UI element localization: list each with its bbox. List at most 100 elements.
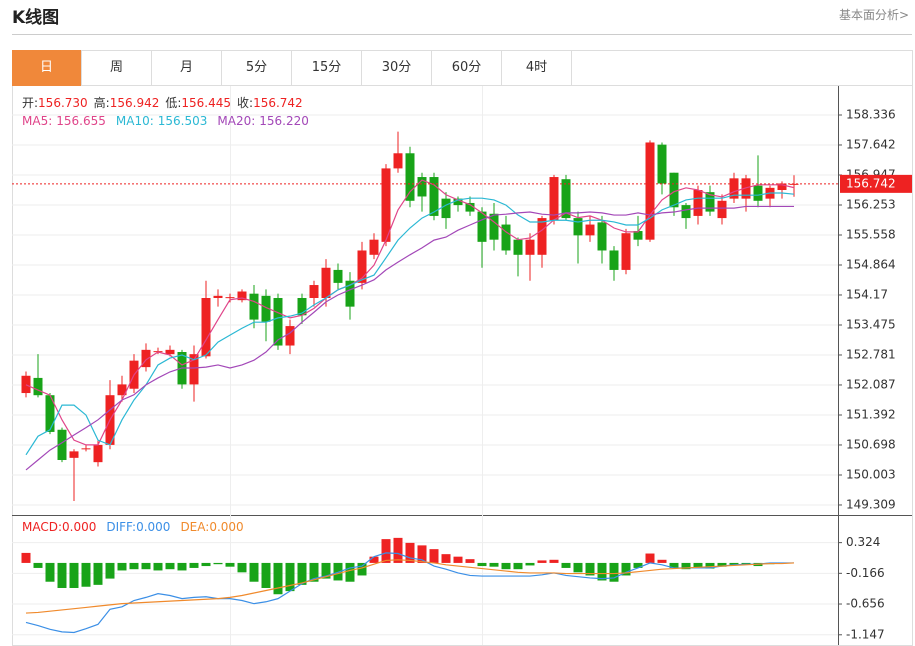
macd-bar xyxy=(705,562,715,569)
candle-body xyxy=(429,177,439,216)
y-tick-label: 0.324 xyxy=(846,535,880,549)
candle-body xyxy=(69,451,79,458)
macd-bar xyxy=(201,562,211,567)
macd-bar xyxy=(153,562,163,571)
macd-bar xyxy=(537,560,547,563)
candle-body xyxy=(777,183,787,190)
candle-body xyxy=(345,280,355,307)
candle-body xyxy=(441,198,451,219)
candle-body xyxy=(525,239,535,255)
macd-bar xyxy=(681,562,691,570)
macd-bar xyxy=(45,562,55,582)
info-text: 156.445 xyxy=(181,96,231,110)
ma-line xyxy=(25,179,795,446)
candle-body xyxy=(285,326,295,346)
info-row: MA5: 156.655 MA10: 156.503 MA20: 156.220 xyxy=(22,114,309,128)
candle-body xyxy=(357,250,367,283)
macd-bar xyxy=(633,562,643,568)
candle-body xyxy=(93,444,103,463)
macd-bar xyxy=(561,562,571,568)
macd-bar xyxy=(597,562,607,581)
macd-bar xyxy=(249,562,259,582)
macd-bar xyxy=(441,554,451,563)
candle-body xyxy=(189,354,199,385)
macd-bar xyxy=(57,562,67,588)
candle-body xyxy=(369,239,379,255)
macd-bar xyxy=(669,562,679,568)
ma-line xyxy=(25,192,795,456)
macd-bar xyxy=(429,549,439,563)
tab[interactable]: 日 xyxy=(12,50,82,86)
info-text: 低: xyxy=(165,96,181,110)
candle-body xyxy=(549,177,559,221)
y-tick-label: 152.781 xyxy=(846,347,896,361)
macd-bar xyxy=(657,559,667,563)
info-text: 0.000 xyxy=(209,520,243,534)
info-text: 开: xyxy=(22,96,38,110)
macd-bar xyxy=(693,562,703,568)
tab[interactable]: 5分 xyxy=(222,50,292,86)
candle-body xyxy=(693,189,703,216)
macd-bar xyxy=(297,562,307,585)
candle-body xyxy=(33,377,43,396)
tab[interactable]: 30分 xyxy=(362,50,432,86)
candle-body xyxy=(669,172,679,208)
info-text: 156.942 xyxy=(110,96,160,110)
macd-bar xyxy=(117,562,127,571)
macd-bar xyxy=(21,552,31,563)
macd-bar xyxy=(453,556,463,563)
candle-body xyxy=(165,349,175,355)
macd-bar xyxy=(645,553,655,563)
info-text: DIFF: xyxy=(106,520,136,534)
tab[interactable]: 15分 xyxy=(292,50,362,86)
tab[interactable]: 4时 xyxy=(502,50,572,86)
macd-bar xyxy=(273,562,283,595)
candle-body xyxy=(309,285,319,299)
tab[interactable]: 月 xyxy=(152,50,222,86)
divider xyxy=(12,34,912,35)
candle-body xyxy=(141,349,151,368)
candle-body xyxy=(645,142,655,240)
macd-bar xyxy=(585,562,595,576)
candle-body xyxy=(621,233,631,270)
candle-body xyxy=(657,144,667,184)
candle-body xyxy=(249,293,259,320)
macd-bar xyxy=(465,559,475,563)
page-title: K线图 xyxy=(12,8,60,28)
candle-body xyxy=(729,178,739,199)
info-text: 156.730 xyxy=(38,96,88,110)
macd-bar xyxy=(513,562,523,570)
candle-body xyxy=(633,231,643,240)
y-tick-label: 149.309 xyxy=(846,497,896,511)
info-text: 156.503 xyxy=(158,114,208,128)
analysis-link[interactable]: 基本面分析> xyxy=(838,8,909,22)
candle-body xyxy=(201,298,211,357)
info-text: MA5: xyxy=(22,114,52,128)
macd-bar xyxy=(549,559,559,563)
macd-bar xyxy=(165,562,175,570)
macd-bar xyxy=(69,562,79,588)
info-text: 高: xyxy=(94,95,110,110)
macd-bar xyxy=(33,562,43,568)
candle-body xyxy=(81,448,91,450)
macd-line xyxy=(25,552,794,634)
candle-body xyxy=(393,153,403,169)
y-tick-label: 151.392 xyxy=(846,407,896,421)
y-tick-label: -1.147 xyxy=(846,627,885,641)
macd-bar xyxy=(189,562,199,568)
y-tick-label: 152.087 xyxy=(846,377,896,391)
candle-body xyxy=(597,222,607,251)
candle-body xyxy=(57,429,67,461)
candle-body xyxy=(561,179,571,219)
macd-bar xyxy=(573,562,583,573)
candle-body xyxy=(261,295,271,322)
tab[interactable]: 周 xyxy=(82,50,152,86)
macd-bar xyxy=(261,562,271,588)
macd-bar xyxy=(129,562,139,570)
tab[interactable]: 60分 xyxy=(432,50,502,86)
candle-body xyxy=(753,185,763,201)
candle-body xyxy=(381,168,391,242)
last-price-box xyxy=(840,174,912,193)
